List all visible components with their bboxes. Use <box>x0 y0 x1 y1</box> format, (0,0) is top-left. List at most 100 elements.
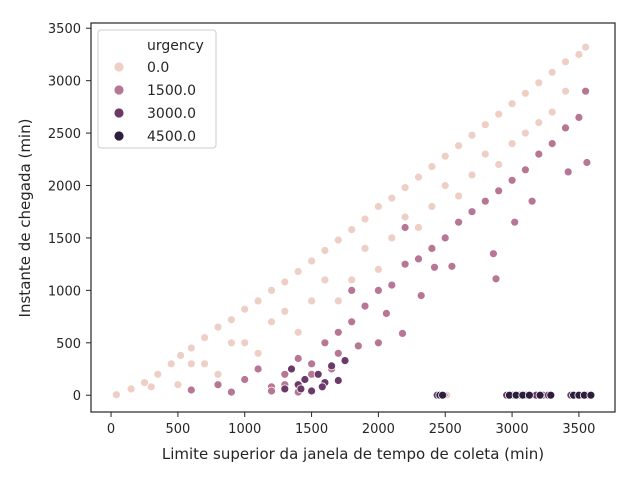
data-point <box>447 261 457 271</box>
data-point <box>427 202 437 211</box>
data-point <box>387 280 397 290</box>
data-point <box>440 233 450 243</box>
data-point <box>333 235 343 245</box>
legend-label: 1500.0 <box>147 83 196 99</box>
data-point <box>438 390 448 400</box>
data-point <box>521 165 530 175</box>
data-point <box>307 256 317 266</box>
data-point <box>414 254 423 264</box>
x-tick-label: 1000 <box>228 422 261 437</box>
data-point <box>333 327 343 337</box>
data-point <box>488 249 498 259</box>
data-point <box>126 384 136 394</box>
data-point <box>240 304 250 314</box>
data-point <box>574 50 584 59</box>
data-point <box>313 369 323 379</box>
data-point <box>563 167 573 177</box>
data-point <box>353 341 363 351</box>
y-tick-label: 500 <box>56 337 81 352</box>
data-point <box>360 214 370 224</box>
data-point <box>347 275 357 285</box>
data-point <box>440 181 450 190</box>
data-point <box>166 359 176 369</box>
data-point <box>253 296 263 306</box>
data-point <box>253 364 263 374</box>
y-tick-label: 3000 <box>48 75 81 90</box>
data-point <box>454 191 464 201</box>
data-point <box>527 196 537 206</box>
data-point <box>320 275 330 285</box>
data-point <box>333 296 343 306</box>
data-point <box>186 385 196 395</box>
data-point <box>300 375 310 384</box>
data-point <box>307 359 317 369</box>
x-axis-ticks: 0 500 1000 1500 2000 2500 3000 3500 <box>107 412 595 437</box>
data-point <box>547 67 557 77</box>
data-point <box>574 113 584 122</box>
x-tick-label: 3000 <box>496 422 529 437</box>
data-point <box>213 322 223 332</box>
data-point <box>454 141 464 151</box>
points-layer <box>112 42 596 400</box>
data-point <box>480 196 490 206</box>
data-point <box>494 160 504 169</box>
data-point <box>525 390 534 400</box>
data-point <box>226 338 236 348</box>
data-point <box>414 223 423 232</box>
y-tick-label: 1500 <box>48 232 81 247</box>
data-point <box>333 348 343 358</box>
data-point <box>534 149 544 159</box>
x-tick-label: 2500 <box>429 422 462 437</box>
data-point <box>507 99 517 109</box>
data-point <box>535 390 545 400</box>
data-point <box>480 149 490 159</box>
data-point <box>534 78 544 88</box>
data-point <box>267 317 276 327</box>
y-tick-label: 2000 <box>48 180 81 195</box>
data-point <box>561 57 570 67</box>
data-point <box>307 386 317 396</box>
data-point <box>240 375 250 384</box>
y-tick-label: 2500 <box>48 127 81 142</box>
data-point <box>467 207 477 217</box>
data-point <box>253 348 263 358</box>
data-point <box>360 243 370 253</box>
data-point <box>307 296 317 306</box>
data-point <box>561 123 570 133</box>
legend-label: 4500.0 <box>147 129 196 145</box>
data-point <box>521 88 530 98</box>
data-point <box>176 350 186 360</box>
data-point <box>267 285 276 295</box>
y-tick-label: 0 <box>73 389 81 404</box>
data-point <box>398 328 407 338</box>
x-tick-label: 0 <box>107 422 115 437</box>
data-point <box>373 202 383 211</box>
data-point <box>226 387 236 397</box>
data-point <box>507 139 517 149</box>
legend-label: 3000.0 <box>147 106 196 122</box>
data-point <box>213 369 223 379</box>
data-point <box>200 359 210 369</box>
data-point <box>454 217 464 227</box>
data-point <box>280 384 290 394</box>
data-point <box>240 338 250 348</box>
data-point <box>280 369 290 379</box>
data-point <box>293 354 303 363</box>
data-point <box>340 356 350 366</box>
data-point <box>320 338 330 348</box>
data-point <box>373 338 383 348</box>
y-tick-label: 3500 <box>48 22 81 37</box>
data-point <box>146 382 156 392</box>
data-point <box>427 162 437 172</box>
data-point <box>200 333 210 343</box>
y-axis-label: Instante de chegada (min) <box>16 119 34 318</box>
data-point <box>581 42 590 52</box>
data-point <box>561 86 570 96</box>
x-axis-label: Limite superior da janela de tempo de co… <box>162 445 544 463</box>
data-point <box>347 225 357 235</box>
data-point <box>226 315 236 325</box>
data-point <box>186 343 196 353</box>
data-point <box>507 175 517 185</box>
data-point <box>416 291 426 301</box>
data-point <box>280 277 290 287</box>
